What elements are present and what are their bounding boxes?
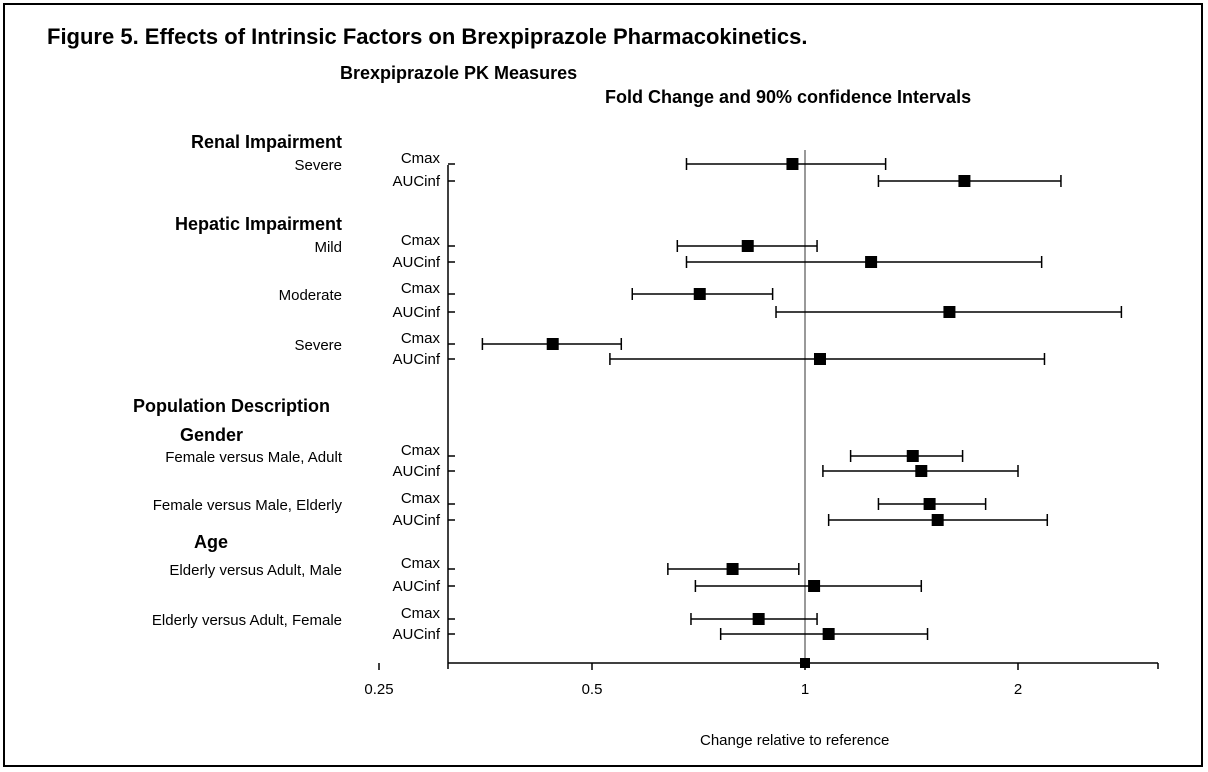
x-tick-label: 0.25 [364, 681, 393, 698]
measure-label: AUCinf [392, 512, 440, 529]
point-estimate [915, 465, 928, 477]
point-estimate [741, 240, 754, 252]
point-estimate [923, 498, 936, 510]
point-estimate [813, 353, 826, 365]
measure-label: Cmax [401, 490, 441, 507]
group-label: Elderly versus Adult, Male [169, 562, 342, 579]
measure-label: AUCinf [392, 626, 440, 643]
measure-label: Cmax [401, 442, 441, 459]
section-label: Hepatic Impairment [175, 214, 342, 234]
point-estimate [822, 628, 835, 640]
measure-label: AUCinf [392, 304, 440, 321]
point-estimate [693, 288, 706, 300]
point-estimate [786, 158, 799, 170]
measure-label: AUCinf [392, 351, 440, 368]
x-tick-label: 2 [1014, 681, 1022, 698]
point-estimate [958, 175, 971, 187]
x-axis-label: Change relative to reference [700, 732, 890, 749]
point-estimate [752, 613, 765, 625]
x-tick-label: 0.5 [582, 681, 603, 698]
measure-label: AUCinf [392, 254, 440, 271]
group-label: Female versus Male, Adult [165, 449, 343, 466]
point-estimate [943, 306, 956, 318]
measure-label: Cmax [401, 150, 441, 167]
point-estimate [808, 580, 821, 592]
measure-label: Cmax [401, 280, 441, 297]
group-label: Moderate [279, 287, 342, 304]
section-label: Renal Impairment [191, 132, 342, 152]
group-label: Mild [314, 239, 342, 256]
measure-label: Cmax [401, 555, 441, 572]
point-estimate [931, 514, 944, 526]
group-label: Female versus Male, Elderly [153, 497, 343, 514]
estimate-column-header: Fold Change and 90% confidence Intervals [605, 87, 972, 107]
chart-title: Figure 5. Effects of Intrinsic Factors o… [47, 24, 808, 49]
reference-marker [800, 658, 810, 668]
section-label: Age [194, 532, 228, 552]
measure-label: Cmax [401, 232, 441, 249]
group-label: Severe [294, 337, 342, 354]
point-estimate [726, 563, 739, 575]
x-tick-label: 1 [801, 681, 809, 698]
section-label: Gender [180, 425, 243, 445]
point-estimate [906, 450, 919, 462]
axes: 0.250.5124 [364, 163, 1159, 698]
measure-label: AUCinf [392, 578, 440, 595]
measure-label: AUCinf [392, 173, 440, 190]
point-estimate [865, 256, 878, 268]
measure-label: Cmax [401, 605, 441, 622]
group-label: Severe [294, 157, 342, 174]
section-label: Population Description [133, 396, 330, 416]
measure-column-header: Brexpiprazole PK Measures [340, 63, 578, 83]
group-label: Elderly versus Adult, Female [152, 612, 342, 629]
measure-label: AUCinf [392, 463, 440, 480]
figure-frame [3, 3, 1203, 767]
reference-line-layer [800, 150, 810, 668]
point-estimate [546, 338, 559, 350]
measure-label: Cmax [401, 330, 441, 347]
estimate-marks [481, 158, 1123, 640]
row-labels: Renal Impairment Hepatic Impairment Popula… [133, 132, 441, 643]
